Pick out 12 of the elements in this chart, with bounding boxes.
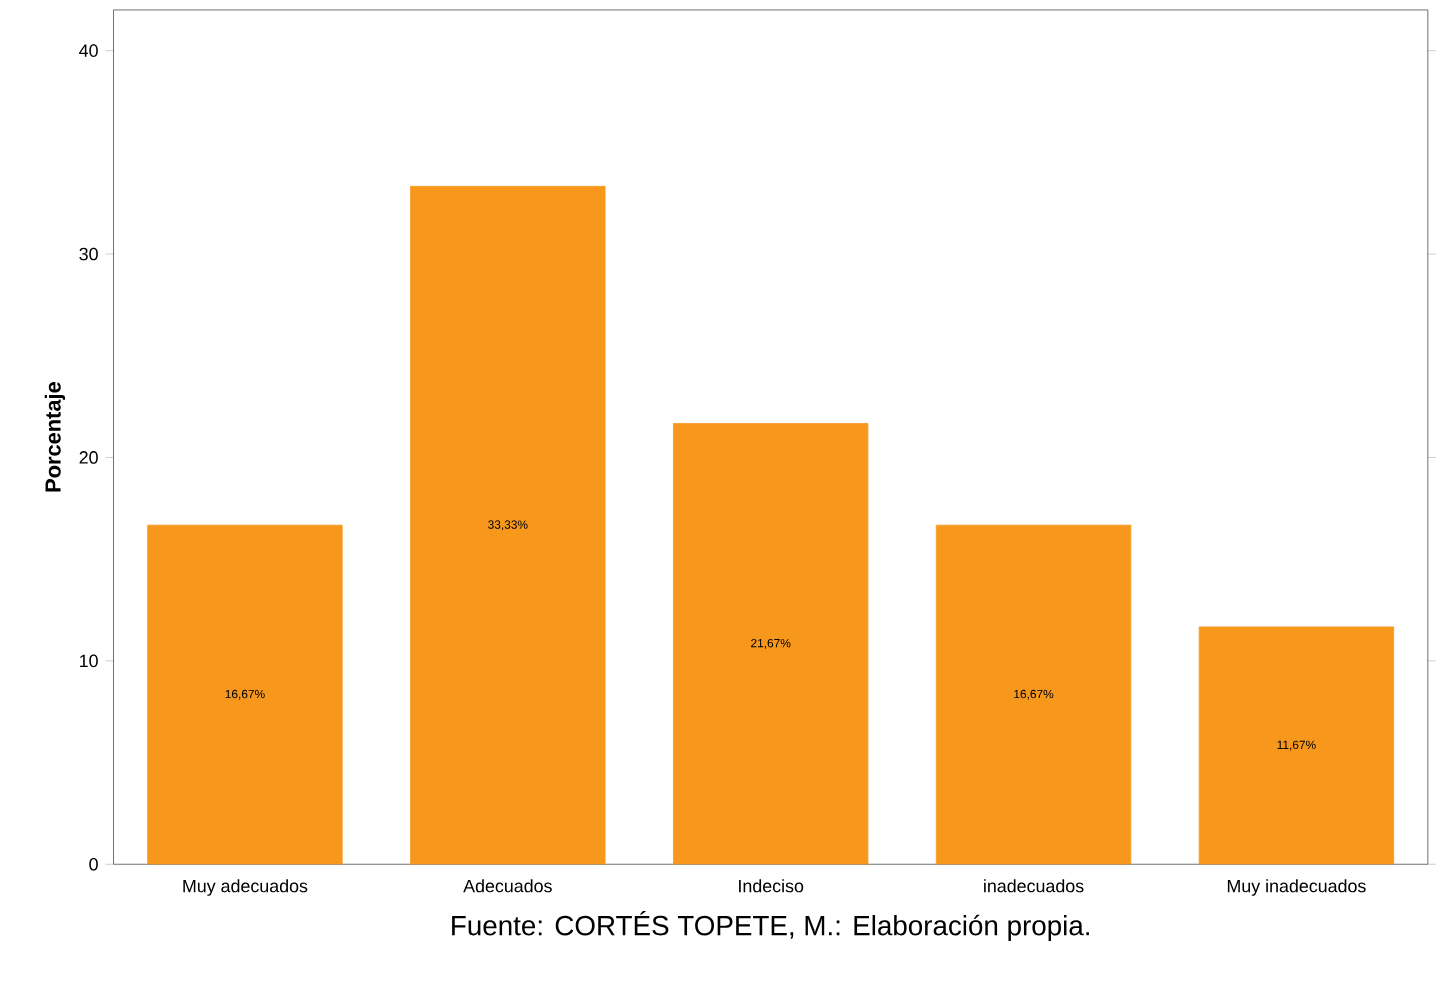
x-tick-label: Muy inadecuados xyxy=(1227,879,1366,896)
y-tick-label: 20 xyxy=(79,451,98,464)
y-tick-label: 40 xyxy=(79,44,98,58)
source-note: Fuente: CORTÉS TOPETE, M.: Elaboración propia. xyxy=(452,911,1089,942)
y-tick-label: 0 xyxy=(89,858,98,871)
y-axis-title: Porcentaje xyxy=(44,382,66,492)
x-tick-label: Indeciso xyxy=(739,879,804,893)
x-tick-label: Adecuados xyxy=(463,879,552,893)
x-tick-label: inadecuados xyxy=(984,879,1084,893)
y-tick-label: 30 xyxy=(79,247,98,261)
x-tick-label: Muy adecuados xyxy=(183,879,308,896)
y-tick-label: 10 xyxy=(80,654,98,668)
